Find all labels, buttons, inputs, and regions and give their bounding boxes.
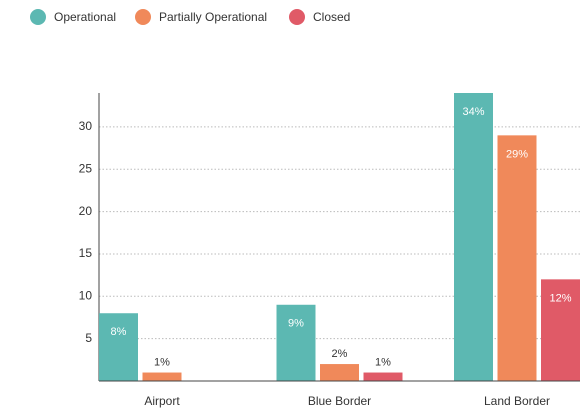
bar [363,372,403,381]
y-tick-label: 25 [79,161,93,175]
bar [454,93,493,381]
value-label: 1% [375,356,391,368]
value-label: 34% [462,106,484,118]
bar [497,135,537,381]
bar [276,304,316,381]
x-tick-label: Land Border [484,394,550,408]
bar [142,372,182,381]
legend-swatch [135,9,151,25]
value-label: 9% [288,318,304,330]
y-tick-label: 15 [79,246,93,260]
value-label: 8% [111,326,127,338]
bar [541,279,580,381]
x-tick-label: Airport [144,394,180,408]
value-label: 12% [549,292,571,304]
value-label: 2% [332,348,348,360]
y-tick-label: 5 [85,331,92,345]
y-tick-label: 20 [79,204,93,218]
value-label: 29% [506,148,528,160]
legend-label: Partially Operational [159,10,267,24]
bar [320,364,359,381]
y-tick-label: 10 [79,288,93,302]
legend-label: Closed [313,10,350,24]
value-label: 1% [154,356,170,368]
x-tick-label: Blue Border [308,394,371,408]
bar [99,313,138,381]
legend-swatch [30,9,46,25]
legend-label: Operational [54,10,116,24]
y-tick-label: 30 [79,119,93,133]
legend-swatch [289,9,305,25]
